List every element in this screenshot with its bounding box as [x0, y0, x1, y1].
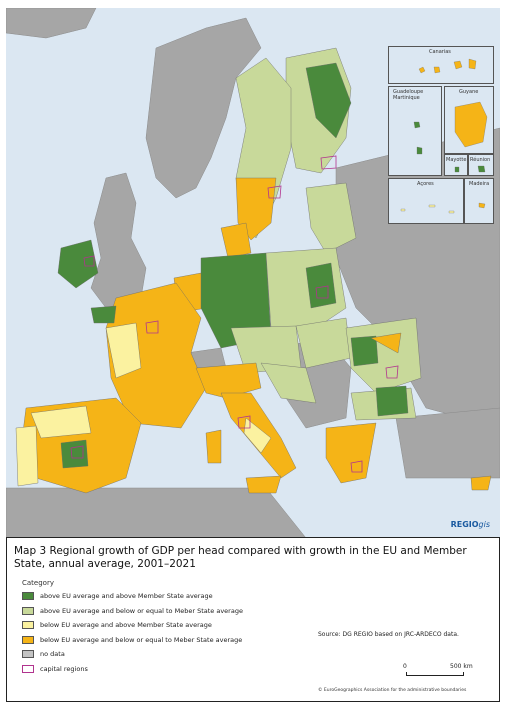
greece-region [325, 422, 377, 484]
legend-item: capital regions [22, 664, 88, 674]
legend-item: below EU average and above Member State … [22, 620, 212, 630]
scale-zero-label: 0 [403, 663, 407, 670]
legend-item: no data [22, 649, 65, 659]
greenland-iceland-land [6, 8, 97, 39]
europe-map: Canarias Guadeloupe Martinique Guyane Ma… [6, 8, 500, 538]
croatia-slovenia-region [260, 362, 317, 404]
moldova-region [370, 332, 402, 354]
capital-outline-stockholm [267, 185, 282, 199]
legend-swatch [22, 664, 34, 673]
capital-outline-athens [350, 460, 363, 473]
brittany-region [90, 305, 117, 324]
legend-label: no data [40, 650, 65, 658]
scale-bar [406, 672, 464, 676]
inset-canarias: Canarias [388, 46, 494, 84]
cyprus-region [470, 475, 492, 491]
inset-label-acores: Açores [417, 181, 434, 187]
norway-land [145, 17, 262, 199]
inset-label-guadeloupe: Guadeloupe Martinique [393, 89, 424, 101]
capital-outline-madrid [70, 445, 84, 459]
capital-outline-paris [145, 320, 159, 334]
scale-max-label: 500 km [450, 663, 473, 670]
copyright-note: © EuroGeographics Association for the ad… [318, 688, 467, 693]
inset-label-guyane: Guyane [459, 89, 479, 95]
map-title: Map 3 Regional growth of GDP per head co… [14, 545, 467, 570]
romania-north-region [350, 335, 379, 367]
italy-north-region [195, 362, 262, 399]
spain-centre-region [60, 439, 89, 469]
inset-reunion: Réunion [468, 154, 494, 176]
legend-item: above EU average and below or equal to M… [22, 606, 243, 616]
legend-swatch [22, 650, 34, 658]
logo-suffix: gis [478, 520, 490, 529]
inset-label-mayotte: Mayotte [446, 157, 467, 163]
finland-east-region [305, 62, 352, 139]
legend-swatch [22, 592, 34, 600]
legend-swatch [22, 621, 34, 629]
legend-label: capital regions [40, 664, 88, 673]
portugal-region [15, 425, 39, 487]
sardinia-region [205, 429, 222, 464]
legend-label: below EU average and below or equal to M… [40, 635, 243, 644]
legend-label: above EU average and above Member State … [40, 592, 213, 600]
inset-mayotte: Mayotte [444, 154, 468, 176]
regio-gis-logo: REGIOgis [451, 520, 490, 529]
north-africa-land [6, 487, 306, 537]
legend-item: above EU average and above Member State … [22, 591, 213, 601]
capital-outline-helsinki [320, 155, 337, 170]
france-region [105, 282, 207, 429]
legend-swatch [22, 606, 34, 615]
inset-label-canarias: Canarias [429, 49, 451, 55]
spain-north-region [30, 405, 92, 439]
inset-label-madeira: Madeira [469, 181, 490, 187]
capital-outline-warsaw [315, 285, 329, 299]
great-britain-land [90, 172, 147, 309]
legend-label: below EU average and above Member State … [40, 621, 212, 629]
denmark-region [220, 222, 252, 259]
capital-outline-rome [237, 415, 251, 429]
legend-label: above EU average and below or equal to M… [40, 606, 243, 615]
legend-header: Category [22, 579, 54, 587]
baltics-region [305, 182, 357, 254]
inset-guyane: Guyane [444, 86, 494, 154]
poland-east-region [305, 262, 337, 309]
source-note: Source: DG REGIO based on JRC-ARDECO dat… [318, 631, 459, 638]
capital-outline-bucharest [385, 365, 399, 379]
sicily-region [245, 475, 282, 494]
inset-madeira: Madeira [464, 178, 494, 224]
legend-swatch [22, 635, 34, 644]
turkey-land [395, 407, 500, 479]
bulgaria-west-region [375, 385, 409, 417]
legend-item: below EU average and below or equal to M… [22, 635, 242, 645]
map-svg [6, 8, 500, 537]
logo-main: REGIO [450, 520, 479, 529]
capital-outline-dublin [83, 255, 95, 267]
inset-label-reunion: Réunion [470, 157, 491, 163]
inset-guadeloupe-martinique: Guadeloupe Martinique [388, 86, 442, 176]
ireland-region [57, 239, 99, 289]
inset-acores: Açores [388, 178, 464, 224]
france-west-region [105, 322, 142, 379]
